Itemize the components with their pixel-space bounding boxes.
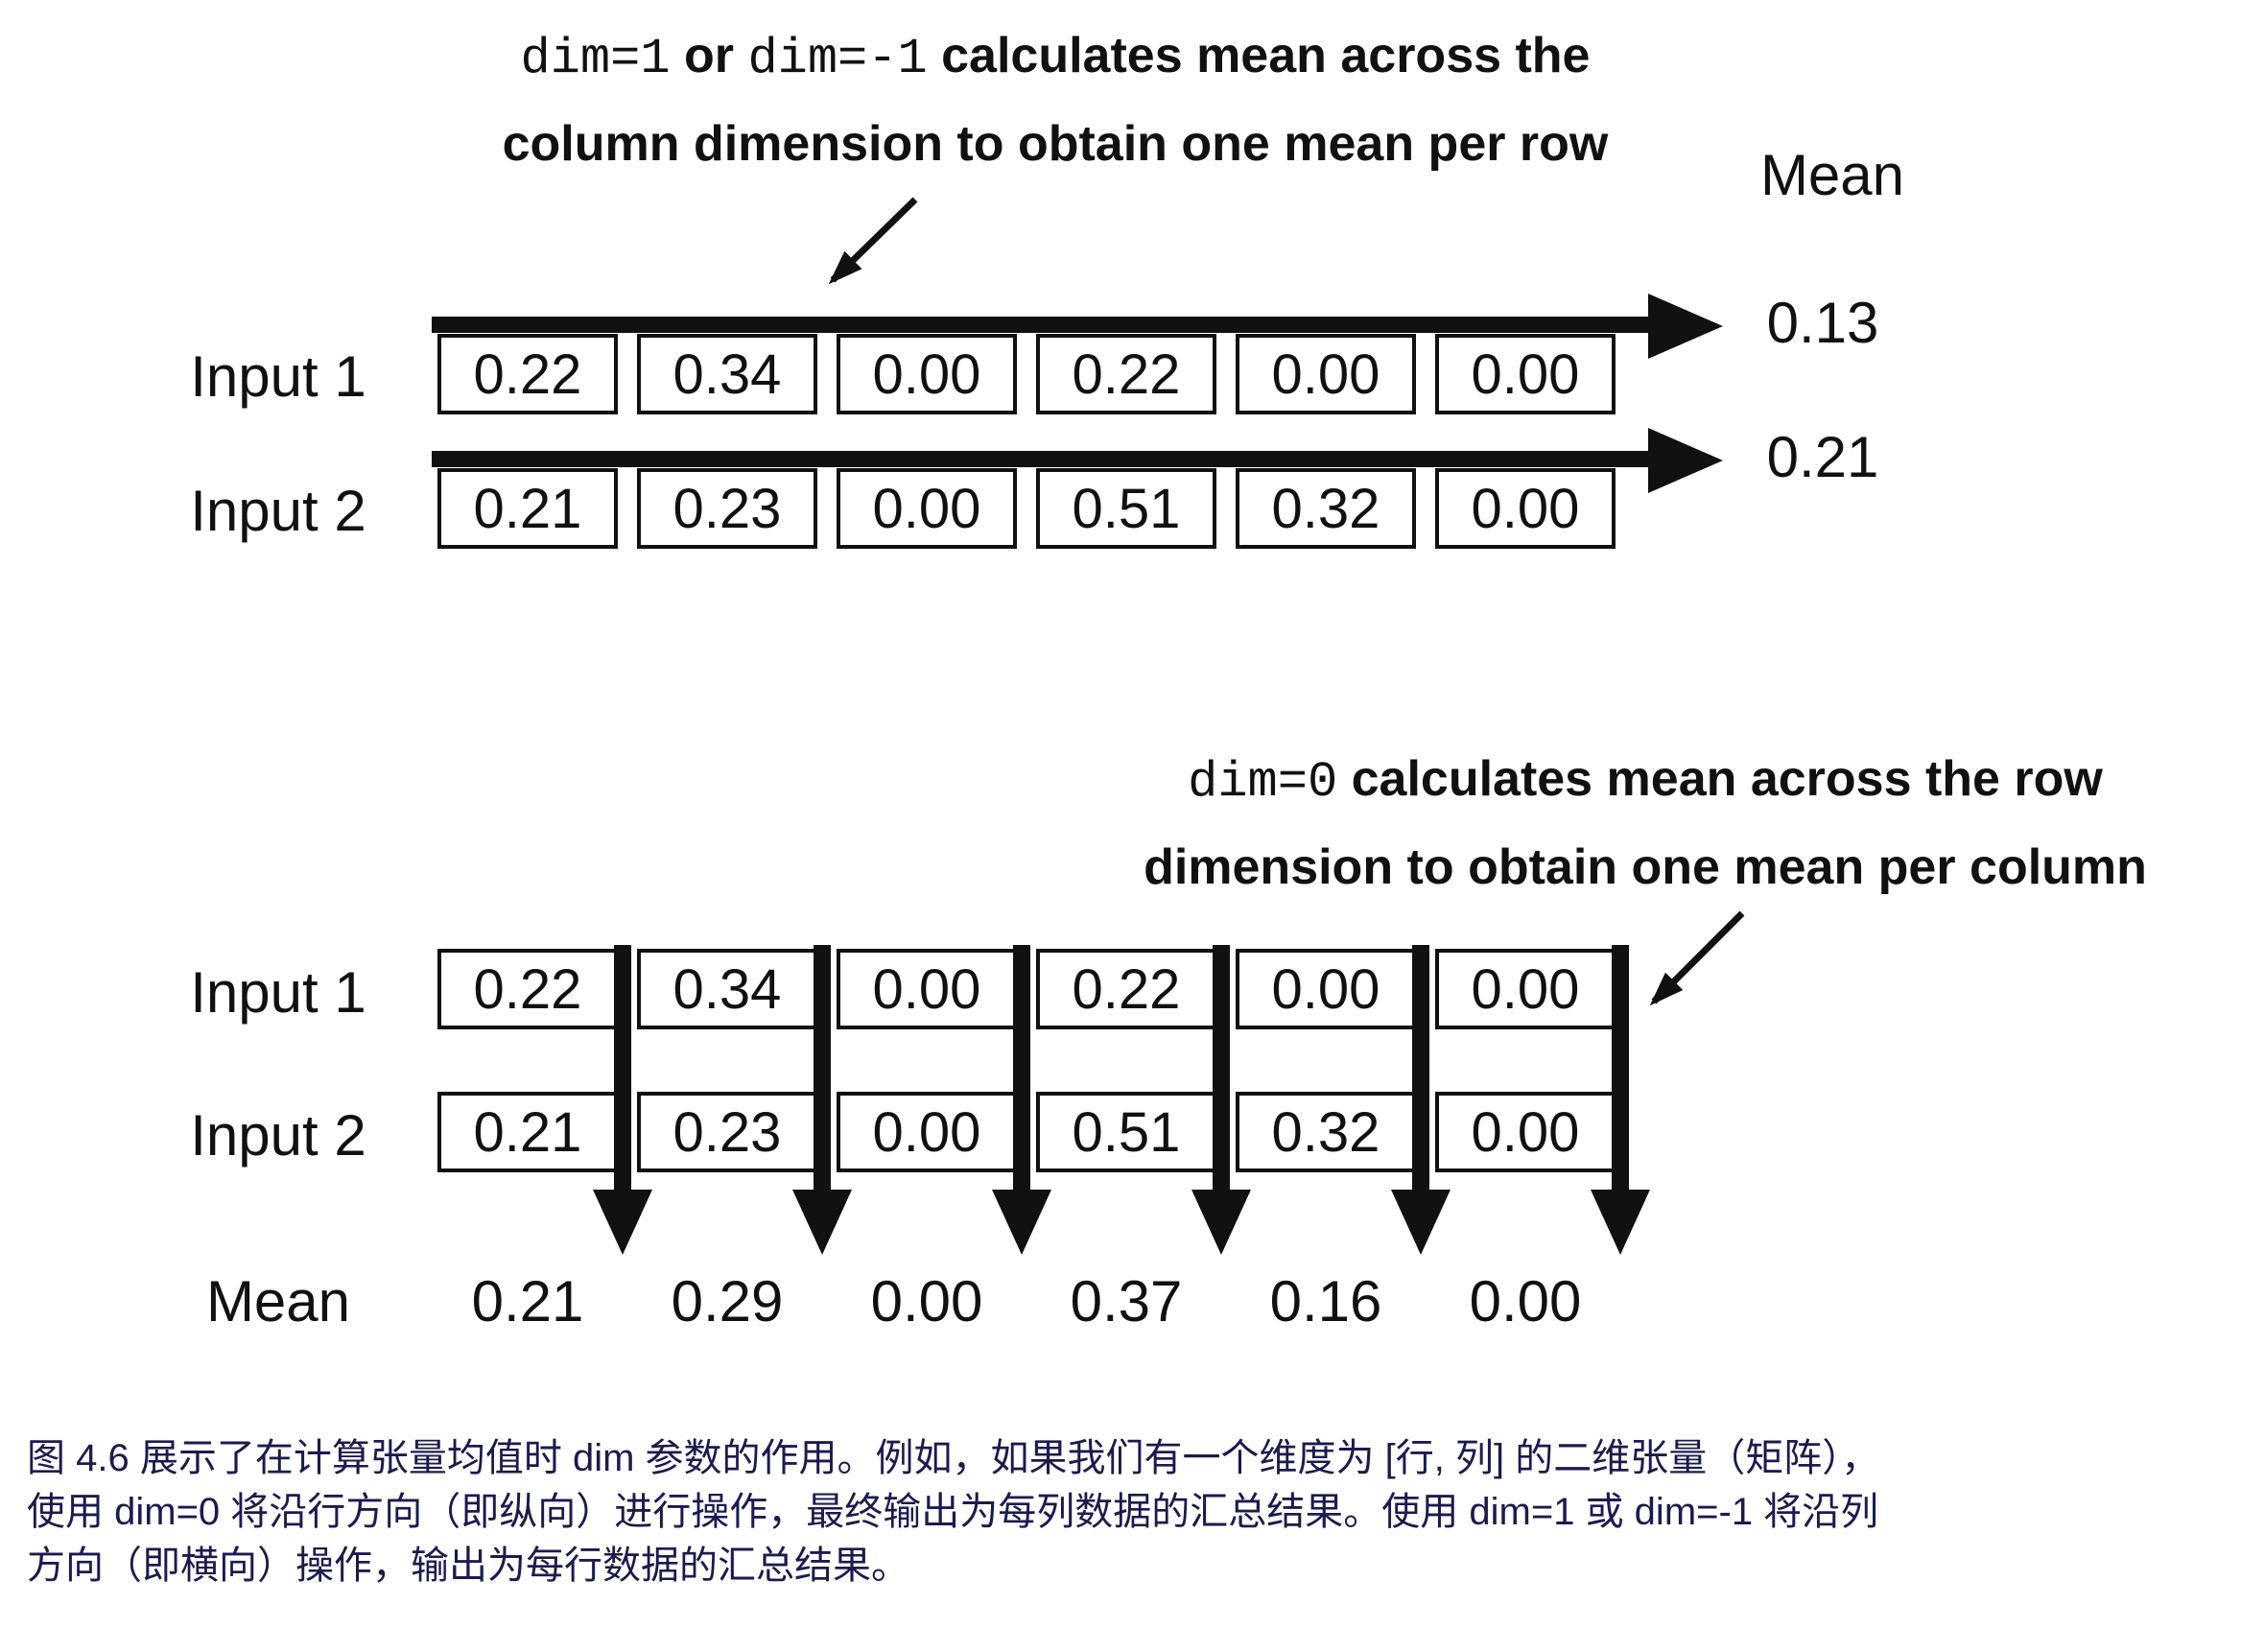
col-mean-value: 0.21 — [471, 1269, 584, 1333]
bottom-mean-label: Mean — [205, 1269, 351, 1333]
col4-mean-arrow-head-icon — [1191, 1190, 1251, 1255]
tensor-cell: 0.00 — [1435, 334, 1616, 414]
col4-mean-arrow-shaft-icon — [1213, 945, 1230, 1191]
tensor-cell: 0.34 — [637, 949, 817, 1029]
top-annotation: dim=1 or dim=-1 calculates mean across t… — [374, 13, 1736, 186]
col5-mean-arrow-head-icon — [1391, 1190, 1451, 1255]
bottom-annotation-line1: dim=0 calculates mean across the row — [1094, 737, 2197, 825]
tensor-cell: 0.51 — [1036, 468, 1216, 549]
top-annotation-pointer-icon — [828, 197, 918, 285]
top-annotation-or: or — [683, 28, 734, 83]
col-mean-value: 0.29 — [671, 1269, 784, 1333]
col3-mean-arrow-shaft-icon — [1013, 945, 1030, 1191]
col-mean-value: 0.37 — [1070, 1269, 1183, 1333]
tensor-cell: 0.00 — [837, 949, 1017, 1029]
col1-mean-arrow-shaft-icon — [614, 945, 631, 1191]
tensor-cell: 0.00 — [1236, 949, 1416, 1029]
figure-caption: 图 4.6 展示了在计算张量均值时 dim 参数的作用。例如，如果我们有一个维度… — [27, 1431, 2229, 1593]
row1-mean-arrow-shaft-icon — [432, 317, 1650, 333]
top-row2-label: Input 2 — [190, 479, 366, 543]
tensor-cell: 0.32 — [1236, 468, 1416, 549]
bottom-annotation-rest: calculates mean across the row — [1351, 751, 2103, 807]
tensor-cell: 0.32 — [1236, 1092, 1416, 1172]
col3-mean-arrow-head-icon — [992, 1190, 1051, 1255]
row2-mean-arrow-shaft-icon — [432, 451, 1650, 467]
col6-mean-arrow-head-icon — [1591, 1190, 1650, 1255]
tensor-cell: 0.23 — [637, 468, 817, 549]
tensor-cell: 0.22 — [1036, 949, 1216, 1029]
row1-mean-value: 0.13 — [1766, 291, 1879, 355]
tensor-cell: 0.23 — [637, 1092, 817, 1172]
col2-mean-arrow-shaft-icon — [814, 945, 831, 1191]
tensor-cell: 0.00 — [837, 468, 1017, 549]
code-dim-neg1: dim=-1 — [747, 31, 928, 87]
tensor-cell: 0.22 — [437, 334, 618, 414]
col6-mean-arrow-shaft-icon — [1612, 945, 1629, 1191]
tensor-cell: 0.00 — [1435, 949, 1616, 1029]
bottom-annotation: dim=0 calculates mean across the row dim… — [1094, 737, 2197, 909]
row2-mean-value: 0.21 — [1766, 425, 1879, 489]
tensor-cell: 0.22 — [1036, 334, 1216, 414]
col-mean-value: 0.00 — [1469, 1269, 1582, 1333]
caption-line3: 方向（即横向）操作，输出为每行数据的汇总结果。 — [27, 1545, 909, 1587]
bottom-row1-label: Input 1 — [190, 960, 366, 1025]
tensor-cell: 0.51 — [1036, 1092, 1216, 1172]
tensor-cell: 0.34 — [637, 334, 817, 414]
bottom-annotation-pointer-icon — [1649, 910, 1745, 1006]
col5-mean-arrow-shaft-icon — [1412, 945, 1429, 1191]
col2-mean-arrow-head-icon — [792, 1190, 852, 1255]
code-dim1: dim=1 — [520, 31, 671, 87]
row2-mean-arrow-head-icon — [1648, 428, 1723, 493]
tensor-cell: 0.00 — [1236, 334, 1416, 414]
tensor-cell: 0.21 — [437, 468, 618, 549]
caption-line1: 图 4.6 展示了在计算张量均值时 dim 参数的作用。例如，如果我们有一个维度… — [27, 1437, 1880, 1479]
tensor-cell: 0.00 — [1435, 468, 1616, 549]
tensor-cell: 0.21 — [437, 1092, 618, 1172]
tensor-cell: 0.00 — [1435, 1092, 1616, 1172]
col1-mean-arrow-head-icon — [593, 1190, 652, 1255]
col-mean-value: 0.00 — [870, 1269, 983, 1333]
code-dim0: dim=0 — [1188, 754, 1338, 811]
tensor-cell: 0.22 — [437, 949, 618, 1029]
top-annotation-line2: column dimension to obtain one mean per … — [502, 116, 1609, 172]
top-row1-label: Input 1 — [190, 344, 366, 409]
top-annotation-line1: dim=1 or dim=-1 calculates mean across t… — [374, 13, 1736, 102]
mean-column-header: Mean — [1759, 143, 1905, 207]
col-mean-value: 0.16 — [1269, 1269, 1382, 1333]
bottom-row2-label: Input 2 — [190, 1103, 366, 1168]
top-annotation-rest: calculates mean across the — [941, 28, 1591, 83]
bottom-annotation-line2: dimension to obtain one mean per column — [1144, 839, 2147, 895]
caption-line2: 使用 dim=0 将沿行方向（即纵向）进行操作，最终输出为每列数据的汇总结果。使… — [27, 1491, 1879, 1533]
tensor-cell: 0.00 — [837, 334, 1017, 414]
row1-mean-arrow-head-icon — [1648, 294, 1723, 359]
tensor-cell: 0.00 — [837, 1092, 1017, 1172]
